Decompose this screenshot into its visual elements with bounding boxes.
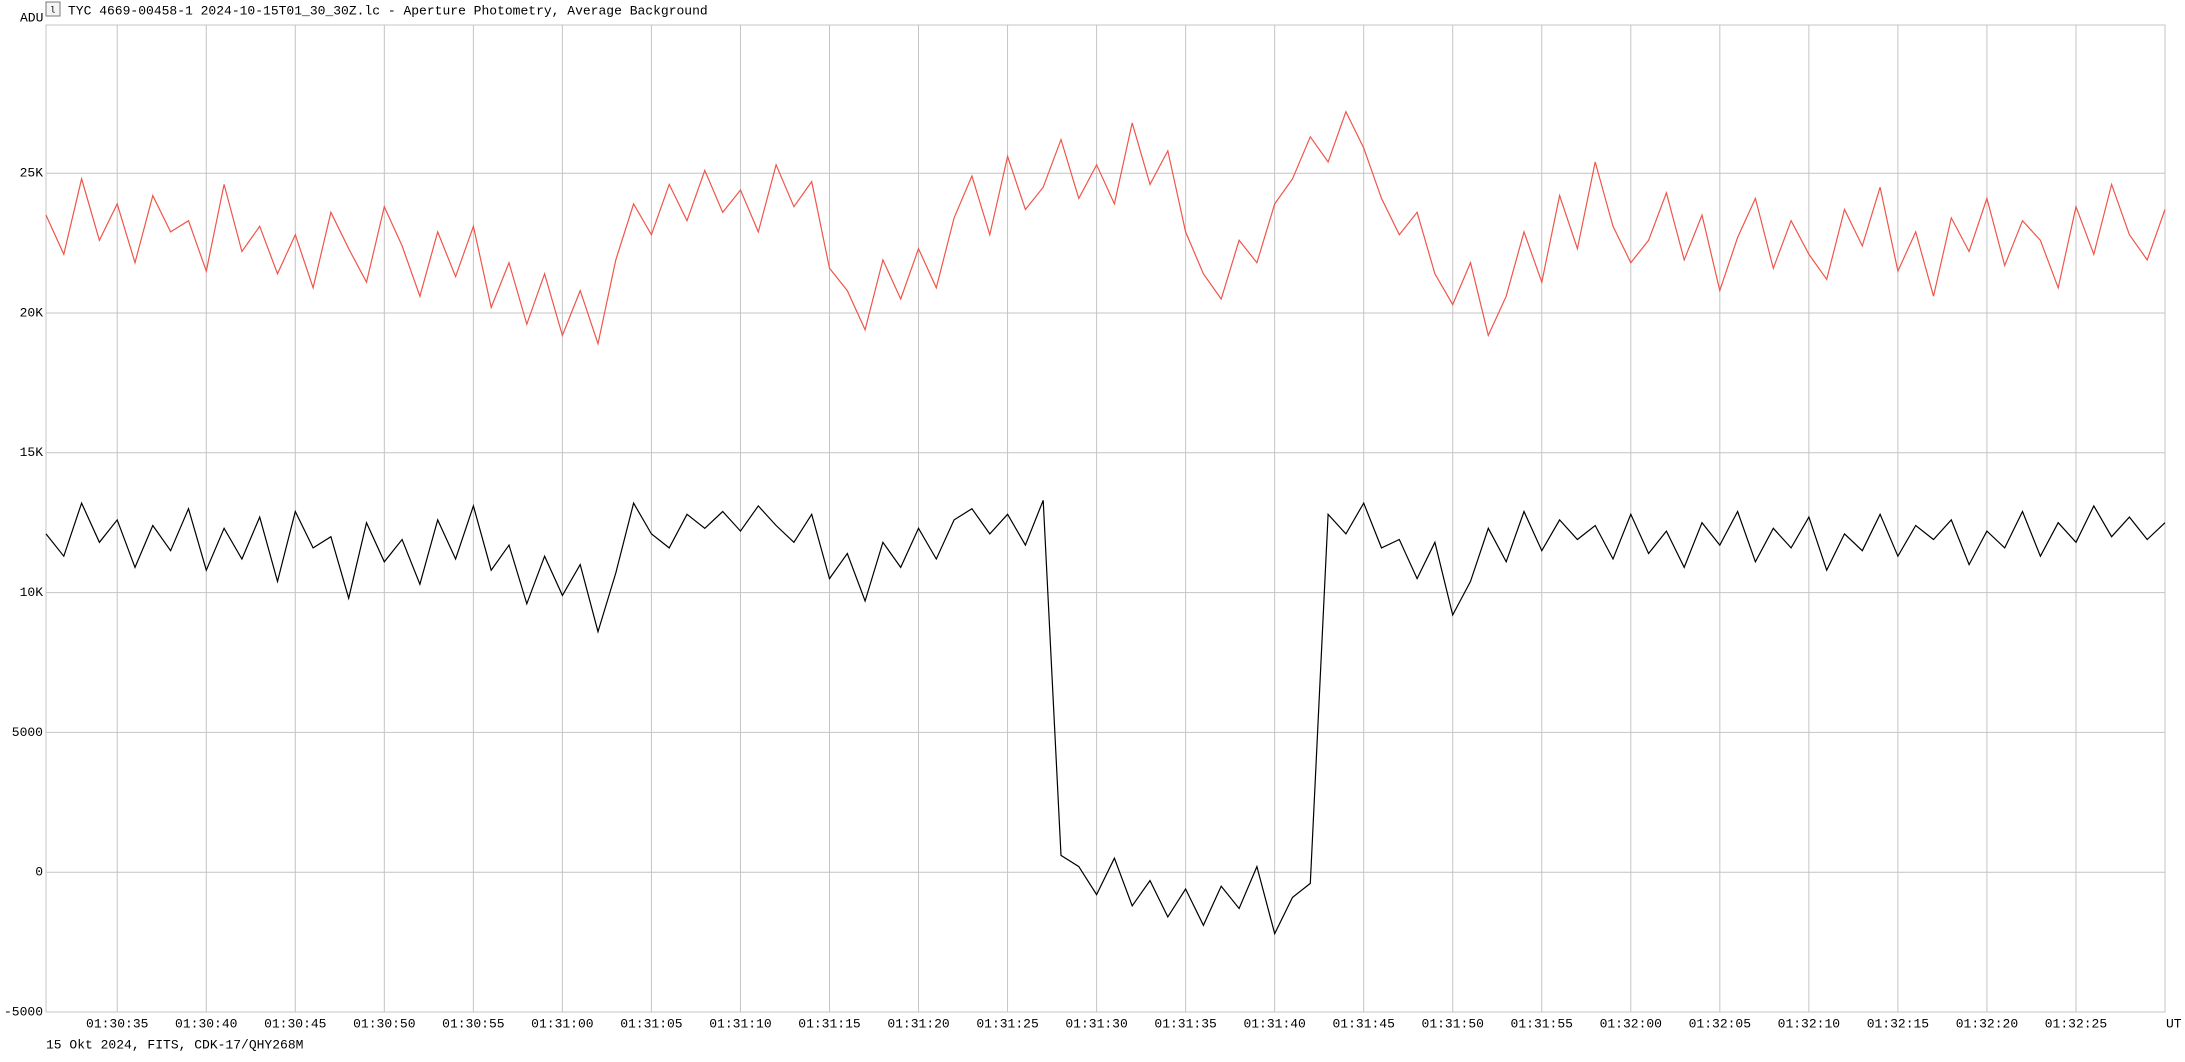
- x-tick-label: 01:30:35: [86, 1016, 148, 1031]
- y-tick-label: 0: [35, 865, 43, 880]
- x-tick-label: 01:31:50: [1422, 1016, 1484, 1031]
- x-tick-label: 01:30:40: [175, 1016, 237, 1031]
- y-tick-label: 20K: [20, 305, 44, 320]
- icon-glyph: l: [50, 5, 55, 15]
- y-tick-label: -5000: [4, 1004, 43, 1019]
- x-tick-label: 01:32:15: [1867, 1016, 1929, 1031]
- x-tick-label: 01:32:00: [1600, 1016, 1662, 1031]
- y-axis-label: ADU: [20, 10, 43, 25]
- x-axis-label: UT: [2166, 1016, 2182, 1031]
- y-tick-label: 25K: [20, 166, 44, 181]
- x-tick-label: 01:31:25: [976, 1016, 1038, 1031]
- x-tick-label: 01:31:40: [1243, 1016, 1305, 1031]
- x-tick-label: 01:30:55: [442, 1016, 504, 1031]
- chart-title: TYC 4669-00458-1 2024-10-15T01_30_30Z.lc…: [68, 3, 708, 18]
- x-tick-label: 01:31:15: [798, 1016, 860, 1031]
- x-tick-label: 01:31:05: [620, 1016, 682, 1031]
- x-tick-label: 01:31:55: [1511, 1016, 1573, 1031]
- y-tick-label: 15K: [20, 445, 44, 460]
- x-tick-label: 01:31:30: [1065, 1016, 1127, 1031]
- x-tick-label: 01:30:45: [264, 1016, 326, 1031]
- title-icon: [45, 1, 61, 17]
- x-tick-label: 01:31:35: [1154, 1016, 1216, 1031]
- x-tick-label: 01:31:00: [531, 1016, 593, 1031]
- x-tick-label: 01:32:20: [1956, 1016, 2018, 1031]
- y-tick-label: 5000: [12, 725, 43, 740]
- footer: 15 Okt 2024, FITS, CDK-17/QHY268M: [46, 1037, 303, 1052]
- x-tick-label: 01:32:25: [2045, 1016, 2107, 1031]
- data-line: [45, 500, 2166, 936]
- y-tick-label: 10K: [20, 585, 44, 600]
- x-tick-label: 01:31:45: [1332, 1016, 1394, 1031]
- x-tick-label: 01:32:05: [1689, 1016, 1751, 1031]
- data-line: [45, 110, 2166, 346]
- x-tick-label: 01:30:50: [353, 1016, 415, 1031]
- x-tick-label: 01:31:10: [709, 1016, 771, 1031]
- x-tick-label: 01:32:10: [1778, 1016, 1840, 1031]
- x-tick-label: 01:31:20: [887, 1016, 949, 1031]
